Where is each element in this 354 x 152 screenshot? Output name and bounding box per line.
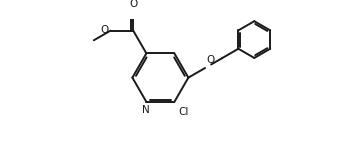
Text: N: N: [142, 105, 149, 115]
Text: Cl: Cl: [179, 107, 189, 117]
Text: O: O: [207, 55, 215, 65]
Text: O: O: [129, 0, 137, 9]
Text: O: O: [101, 25, 109, 35]
